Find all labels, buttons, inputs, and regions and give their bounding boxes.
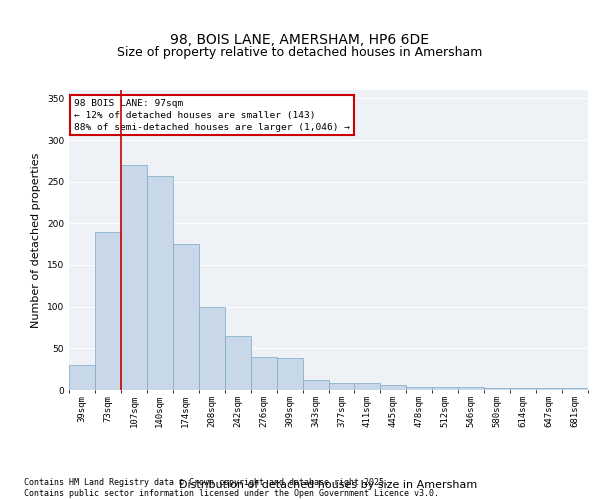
Bar <box>302 380 329 390</box>
Bar <box>510 388 536 390</box>
Bar <box>458 386 484 390</box>
Bar <box>225 336 251 390</box>
Text: Size of property relative to detached houses in Amersham: Size of property relative to detached ho… <box>118 46 482 59</box>
Bar <box>355 384 380 390</box>
Bar <box>329 384 355 390</box>
Bar <box>199 306 224 390</box>
Bar <box>406 386 432 390</box>
Bar <box>147 176 173 390</box>
Bar <box>277 358 302 390</box>
Bar <box>251 356 277 390</box>
Bar <box>95 232 121 390</box>
Bar <box>484 388 510 390</box>
Y-axis label: Number of detached properties: Number of detached properties <box>31 152 41 328</box>
Bar <box>173 244 199 390</box>
Text: 98 BOIS LANE: 97sqm
← 12% of detached houses are smaller (143)
88% of semi-detac: 98 BOIS LANE: 97sqm ← 12% of detached ho… <box>74 99 350 132</box>
Bar <box>121 165 147 390</box>
X-axis label: Distribution of detached houses by size in Amersham: Distribution of detached houses by size … <box>179 480 478 490</box>
Bar <box>433 386 458 390</box>
Bar <box>562 388 588 390</box>
Bar <box>69 365 95 390</box>
Bar <box>380 385 406 390</box>
Text: 98, BOIS LANE, AMERSHAM, HP6 6DE: 98, BOIS LANE, AMERSHAM, HP6 6DE <box>170 32 430 46</box>
Text: Contains HM Land Registry data © Crown copyright and database right 2025.
Contai: Contains HM Land Registry data © Crown c… <box>24 478 439 498</box>
Bar <box>536 388 562 390</box>
